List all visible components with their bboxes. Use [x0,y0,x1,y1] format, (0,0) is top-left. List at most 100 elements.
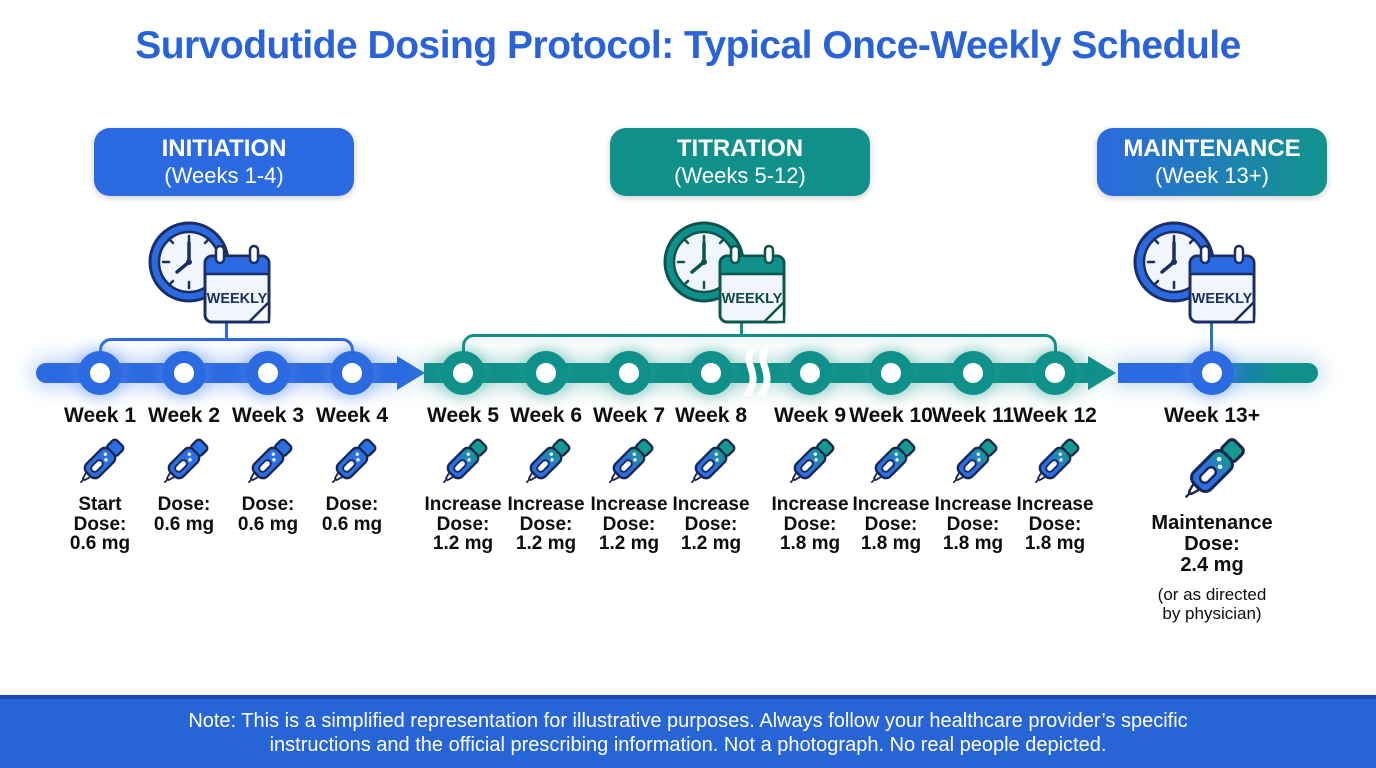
dose-label: Increase Dose: 1.8 mg [852,494,930,554]
week-column: Week 12 Increase Dose: 1.8 mg [1009,404,1101,554]
week-label: Week 10 [849,404,933,427]
injection-pen-icon [80,438,125,483]
weekly-clock-calendar-icon: WEEKLY [148,221,271,324]
weekly-label: WEEKLY [1192,291,1253,307]
timeline-break-icon [743,348,771,396]
initiation-bracket [98,338,354,355]
injection-pen-icon [526,438,571,483]
page-title: Survodutide Dosing Protocol: Typical Onc… [135,24,1241,67]
weekly-clock-calendar-icon: WEEKLY [663,221,786,324]
phase-name: TITRATION [676,134,804,162]
dose-note: (or as directed by physician) [1157,585,1267,623]
injection-pen-slot [941,431,1005,492]
titration-bracket [461,334,1057,355]
phase-range: (Week 13+) [1155,163,1269,189]
week-label: Week 8 [675,404,747,427]
timeline-node-week-3 [246,351,290,395]
dose-label: Increase Dose: 1.8 mg [1016,494,1094,554]
injection-pen-slot [1169,428,1255,510]
week-column-maintenance: Week 13+ Maintenance Dose: 2.4 mg (or as… [1122,404,1302,623]
injection-pen-icon [790,438,835,483]
injection-pen-slot [514,431,578,492]
dose-label: Increase Dose: 1.2 mg [507,494,585,554]
week-label: Week 9 [774,404,846,427]
week-column: Week 8 Increase Dose: 1.2 mg [665,404,757,554]
injection-pen-icon [953,438,998,483]
injection-pen-slot [597,431,661,492]
dose-label: Maintenance Dose: 2.4 mg [1151,512,1273,576]
timeline-node-week-7 [607,351,651,395]
week-column: Week 9 Increase Dose: 1.8 mg [764,404,856,554]
week-column: Week 5 Increase Dose: 1.2 mg [417,404,509,554]
titration-stem [739,316,743,334]
week-label: Week 3 [232,404,304,427]
week-label: Week 7 [593,404,665,427]
footer-note: Note: This is a simplified representatio… [188,710,1188,756]
timeline-node-week-9 [788,351,832,395]
injection-pen-icon [691,438,736,483]
dose-label: Increase Dose: 1.8 mg [771,494,849,554]
week-column: Week 11 Increase Dose: 1.8 mg [927,404,1019,554]
week-label: Week 5 [427,404,499,427]
weekly-label: WEEKLY [722,291,783,307]
dose-label: Dose: 0.6 mg [153,494,215,535]
injection-pen-slot [679,431,743,492]
week-label: Week 13+ [1164,404,1260,427]
injection-pen-slot [1023,431,1087,492]
timeline-node-week-4 [330,351,374,395]
injection-pen-slot [152,431,216,492]
injection-pen-icon [1185,438,1245,498]
timeline-arrow-titration [1088,356,1116,390]
timeline-node-week-13 [1190,351,1234,395]
week-column: Week 10 Increase Dose: 1.8 mg [845,404,937,554]
week-label: Week 12 [1013,404,1097,427]
dose-label: Increase Dose: 1.2 mg [672,494,750,554]
week-column: Week 6 Increase Dose: 1.2 mg [500,404,592,554]
week-column: Week 4 Dose: 0.6 mg [306,404,398,534]
phase-range: (Weeks 1-4) [164,163,284,189]
injection-pen-slot [68,431,132,492]
phase-name: INITIATION [161,134,287,162]
dose-label: Increase Dose: 1.2 mg [590,494,668,554]
timeline-node-week-5 [441,351,485,395]
maintenance-stem [1209,316,1213,352]
injection-pen-slot [778,431,842,492]
weekly-label: WEEKLY [207,291,268,307]
week-column: Week 1 Start Dose: 0.6 mg [54,404,146,554]
week-label: Week 2 [148,404,220,427]
dose-label: Increase Dose: 1.2 mg [424,494,502,554]
timeline-node-week-12 [1033,351,1077,395]
dose-label: Dose: 0.6 mg [321,494,383,535]
timeline-node-week-8 [689,351,733,395]
phase-badge-initiation: INITIATION (Weeks 1-4) [94,128,354,196]
week-label: Week 6 [510,404,582,427]
dose-label: Dose: 0.6 mg [237,494,299,535]
week-label: Week 11 [931,404,1015,427]
weekly-clock-calendar-icon: WEEKLY [1133,221,1256,324]
timeline-bar-titration [424,363,1088,383]
injection-pen-slot [859,431,923,492]
phase-name: MAINTENANCE [1123,134,1301,162]
injection-pen-slot [320,431,384,492]
week-label: Week 1 [64,404,136,427]
timeline-node-week-11 [951,351,995,395]
timeline-node-week-1 [78,351,122,395]
initiation-stem [224,316,228,338]
week-column: Week 7 Increase Dose: 1.2 mg [583,404,675,554]
timeline-node-week-10 [869,351,913,395]
dose-label: Increase Dose: 1.8 mg [934,494,1012,554]
injection-pen-icon [443,438,488,483]
injection-pen-slot [236,431,300,492]
injection-pen-icon [332,438,377,483]
week-column: Week 2 Dose: 0.6 mg [138,404,230,534]
injection-pen-icon [164,438,209,483]
footer-bar: Note: This is a simplified representatio… [0,695,1376,768]
phase-range: (Weeks 5-12) [674,163,806,189]
timeline-arrow-initiation [397,356,425,390]
week-column: Week 3 Dose: 0.6 mg [222,404,314,534]
injection-pen-icon [1035,438,1080,483]
injection-pen-slot [431,431,495,492]
timeline-node-week-2 [162,351,206,395]
week-label: Week 4 [316,404,388,427]
